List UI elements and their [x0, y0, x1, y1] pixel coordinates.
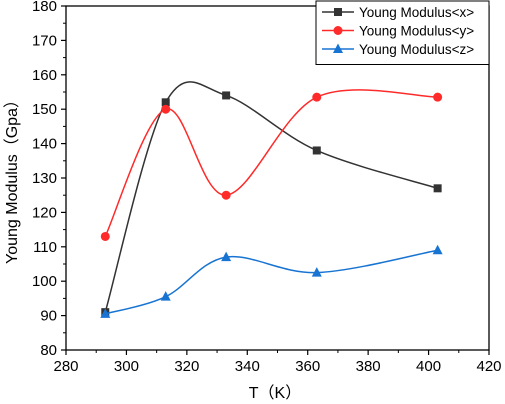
data-point [221, 190, 231, 200]
data-point [161, 98, 170, 107]
data-point [100, 308, 111, 318]
x-tick-label: 340 [235, 358, 260, 375]
y-tick-label: 170 [32, 32, 57, 49]
data-point [312, 92, 322, 102]
x-tick-label: 380 [356, 358, 381, 375]
x-axis-title: T（K） [249, 384, 301, 402]
legend-marker [334, 8, 342, 16]
y-tick-label: 110 [33, 239, 57, 256]
y-axis-title: Young Modulus（Gpa） [3, 92, 21, 264]
data-point [161, 104, 171, 114]
legend-entry: Young Modulus<x> [322, 5, 474, 20]
axis-ticks: 280 300 320 340 360 380 400 420 80 90 100 110 120 130… [32, 0, 502, 375]
x-tick-label: 420 [476, 358, 501, 375]
series-1 [101, 81, 442, 317]
y-tick-label: 80 [40, 342, 57, 359]
data-point [100, 231, 110, 241]
data-point [160, 291, 171, 301]
series-line [104, 89, 438, 237]
data-point [433, 184, 442, 193]
legend-entry: Young Modulus<y> [322, 24, 474, 39]
y-tick-label: 150 [32, 101, 57, 118]
series-3 [100, 244, 443, 318]
legend-label: Young Modulus<x> [359, 5, 474, 20]
x-tick-label: 300 [114, 358, 139, 375]
data-point [433, 92, 443, 102]
y-tick-label: 130 [32, 170, 57, 187]
y-tick-label: 180 [32, 0, 57, 15]
series-line [105, 249, 438, 315]
x-tick-label: 400 [416, 358, 441, 375]
legend-marker [333, 26, 343, 35]
data-point [312, 146, 321, 155]
series-layer [100, 81, 443, 318]
data-point [222, 91, 231, 100]
y-tick-label: 120 [32, 204, 57, 221]
x-tick-label: 280 [53, 358, 78, 375]
y-tick-label: 160 [32, 67, 57, 84]
data-point [221, 251, 232, 262]
legend-marker [333, 43, 343, 53]
legend-label: Young Modulus<z> [359, 42, 474, 57]
y-tick-label: 90 [40, 308, 57, 325]
y-tick-label: 100 [32, 273, 57, 290]
x-tick-label: 320 [174, 358, 199, 375]
series-line [104, 81, 438, 313]
legend-label: Young Modulus<y> [359, 24, 474, 39]
series-2 [100, 89, 443, 241]
legend: Young Modulus<x> Young Modulus<y> Young Mo… [315, 0, 490, 65]
y-tick-label: 140 [32, 136, 57, 153]
x-tick-label: 360 [295, 358, 320, 375]
legend-entry: Young Modulus<z> [322, 42, 474, 57]
data-point [432, 244, 443, 255]
data-point [311, 267, 322, 277]
